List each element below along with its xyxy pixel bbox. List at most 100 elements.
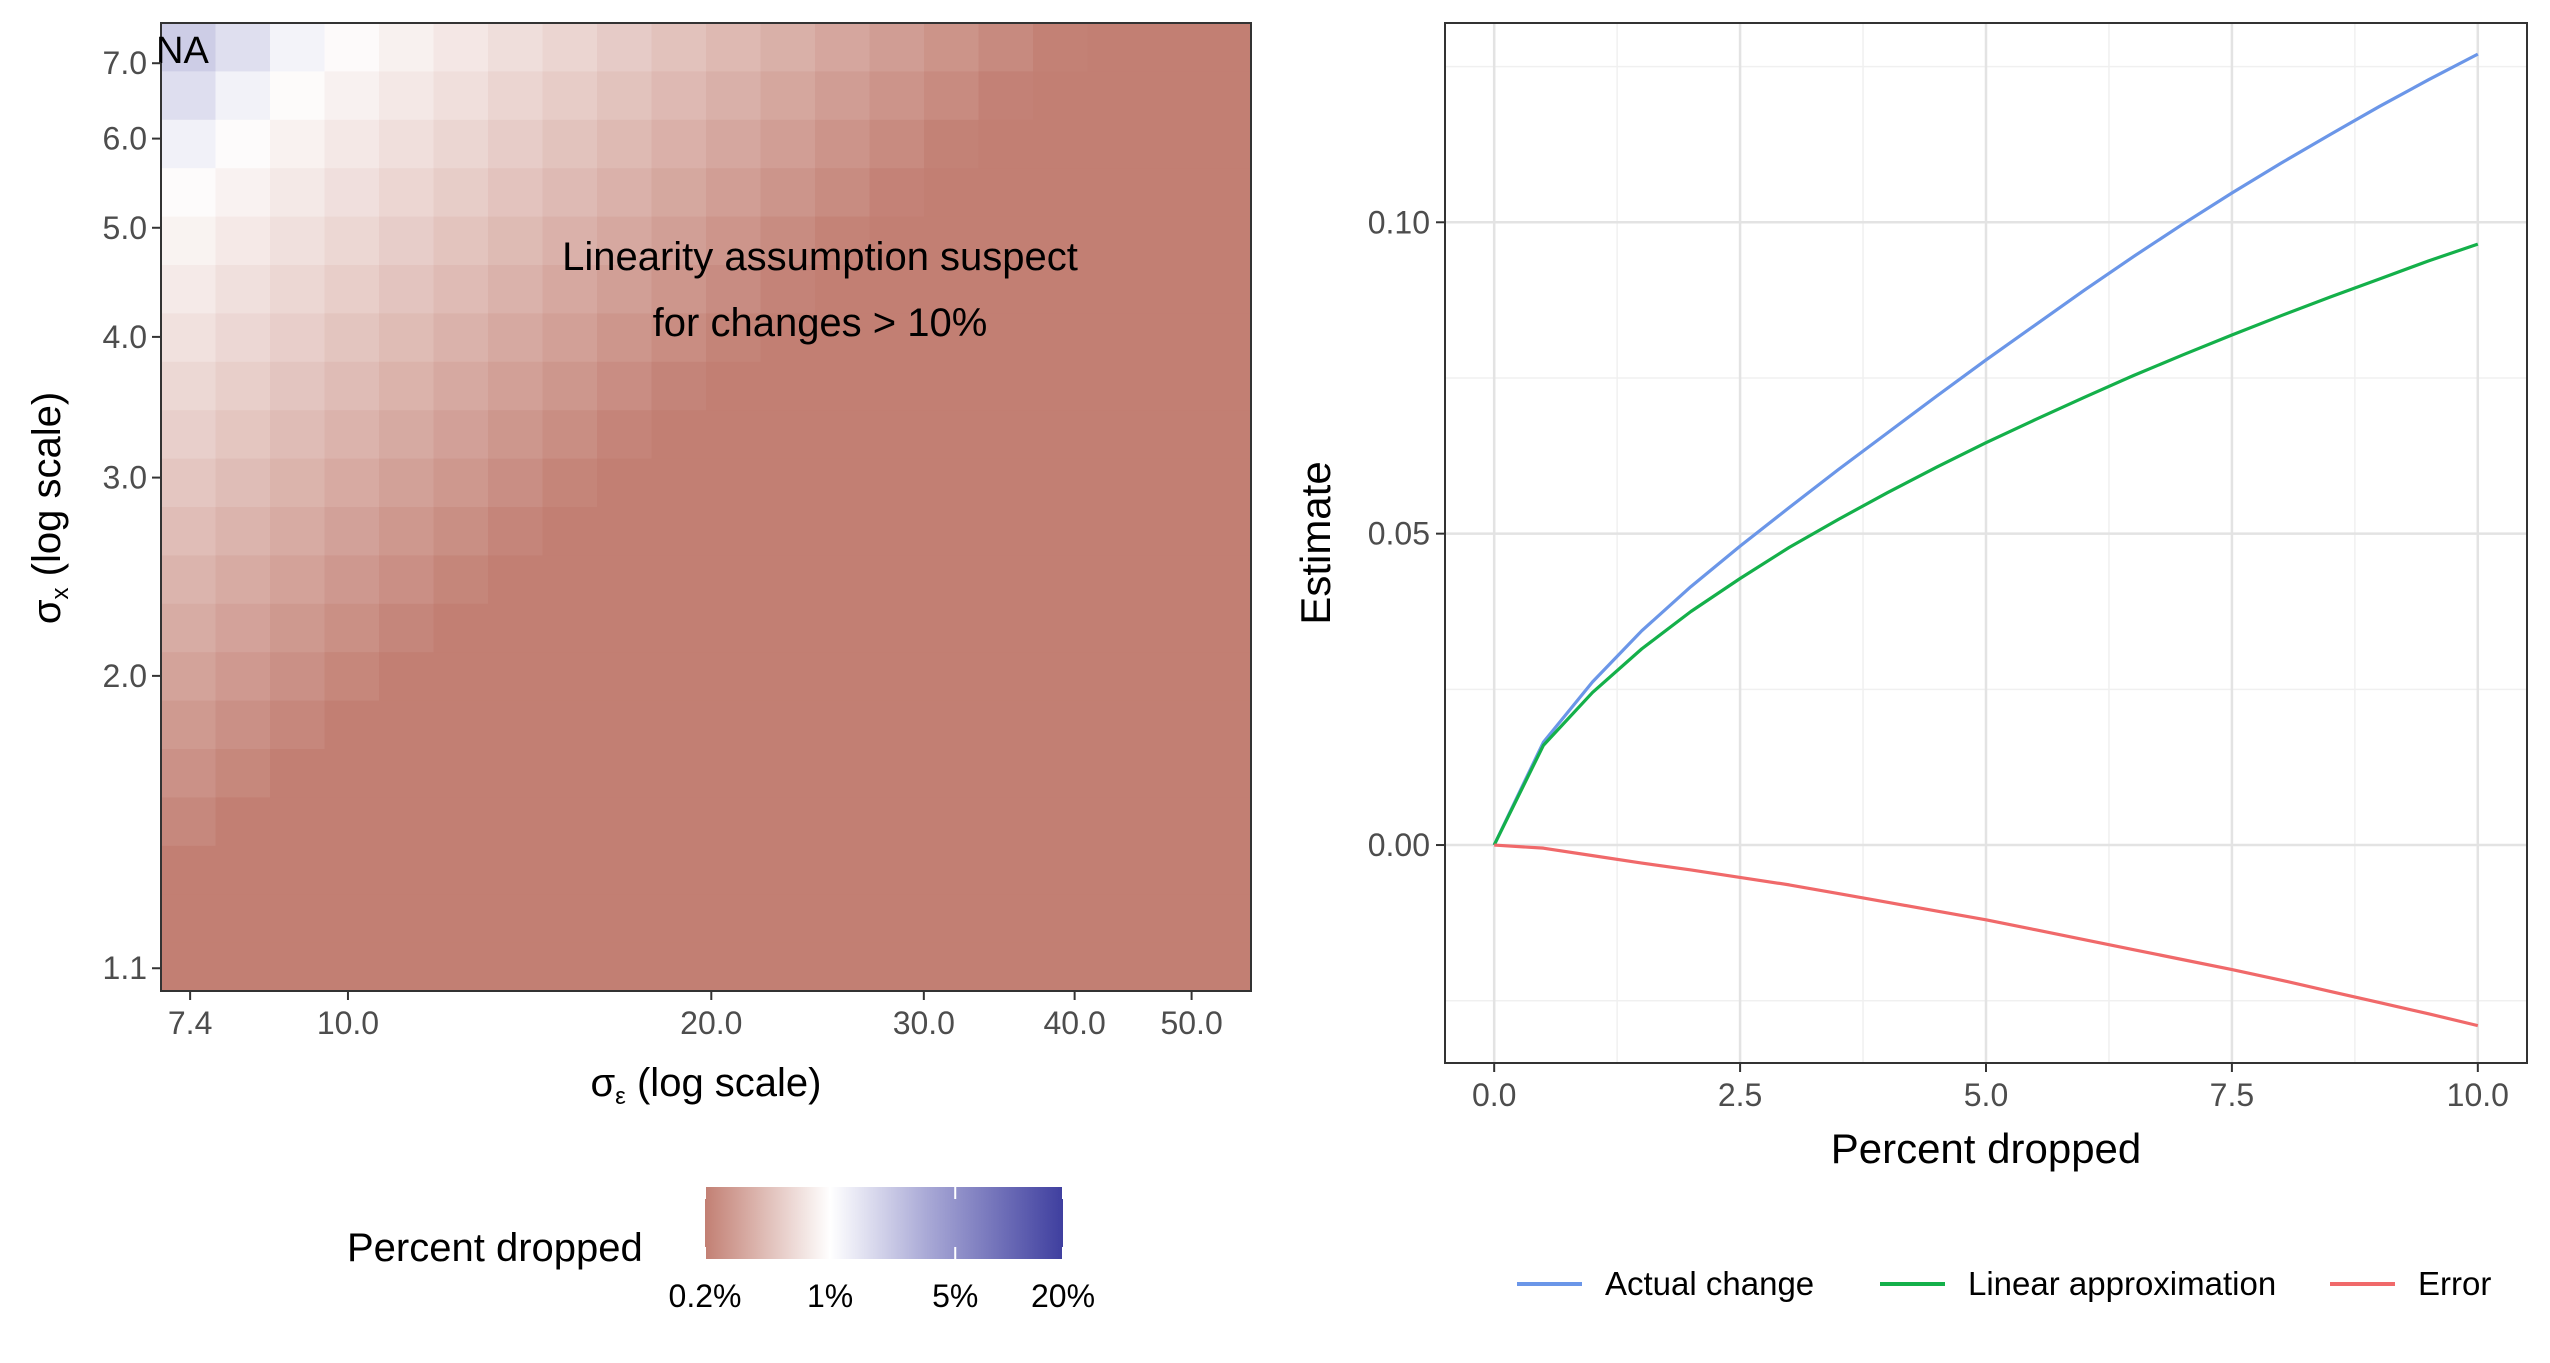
heatmap-cell <box>542 265 598 314</box>
heatmap-cell <box>1087 942 1143 992</box>
heatmap-cell <box>978 894 1034 944</box>
legend-label: Error <box>2418 1265 2491 1302</box>
heatmap-frame <box>160 22 1252 992</box>
heatmap-cell <box>433 168 489 218</box>
heatmap-cell <box>597 555 653 605</box>
heatmap-cell <box>1142 410 1198 460</box>
heatmap-cell <box>760 652 816 702</box>
heatmap-cell <box>379 168 435 218</box>
heatmap-cell <box>324 942 380 992</box>
heatmap-cell <box>1033 168 1089 218</box>
heatmap-cell <box>1196 410 1252 460</box>
heatmap-cell <box>379 749 435 798</box>
heatmap-cell <box>215 168 271 218</box>
heatmap-cell <box>706 168 762 218</box>
heatmap-cell <box>597 603 653 653</box>
heatmap-cell <box>1033 700 1089 750</box>
heatmap-cell <box>924 555 980 605</box>
heatmap-cell <box>433 797 489 847</box>
heatmap-cell <box>978 458 1034 508</box>
heatmap-cell <box>1087 797 1143 847</box>
heatmap-cell <box>215 507 271 556</box>
heatmap-cell <box>924 313 980 363</box>
line-y-tick-label: 0.05 <box>1368 516 1430 552</box>
line-x-tick-label: 2.5 <box>1718 1077 1762 1113</box>
heatmap-cell <box>815 652 871 702</box>
heatmap-cell <box>324 797 380 847</box>
heatmap-cell <box>815 845 871 895</box>
heatmap-cell <box>924 119 980 169</box>
heatmap-cell <box>1196 845 1252 895</box>
heatmap-cell <box>161 458 217 508</box>
heatmap-cell <box>270 410 326 460</box>
heatmap-cell <box>597 23 653 72</box>
heatmap-cell <box>760 845 816 895</box>
heatmap-cell <box>869 265 925 314</box>
heatmap-cell <box>379 894 435 944</box>
legend-tick-label: 0.2% <box>669 1278 742 1314</box>
heatmap-cell <box>760 942 816 992</box>
heatmap-cell <box>324 555 380 605</box>
heatmap-cell <box>433 845 489 895</box>
heatmap-cell <box>978 410 1034 460</box>
heatmap-cell <box>324 845 380 895</box>
heatmap-cell <box>324 119 380 169</box>
heatmap-cell <box>869 410 925 460</box>
heatmap-cell <box>215 942 271 992</box>
heatmap-cell <box>1142 845 1198 895</box>
heatmap-cell <box>488 119 544 169</box>
legend-colorbar <box>705 1187 1063 1259</box>
heatmap-cell <box>379 361 435 411</box>
heatmap-cell <box>597 216 653 266</box>
heatmap-cell <box>1196 265 1252 314</box>
heatmap-cell <box>706 555 762 605</box>
heatmap-cell <box>161 119 217 169</box>
heatmap-cell <box>488 603 544 653</box>
heatmap-y-tick-label: 2.0 <box>103 658 147 694</box>
heatmap-cell <box>379 603 435 653</box>
heatmap-cell <box>651 700 707 750</box>
heatmap-cell <box>1087 652 1143 702</box>
heatmap-cell <box>324 603 380 653</box>
heatmap-cell <box>379 797 435 847</box>
heatmap-cell <box>433 410 489 460</box>
heatmap-cell <box>760 216 816 266</box>
heatmap-cell <box>433 265 489 314</box>
heatmap-cell <box>597 168 653 218</box>
heatmap-cell <box>379 555 435 605</box>
heatmap-cell <box>1033 603 1089 653</box>
heatmap-cell <box>651 410 707 460</box>
heatmap-cell <box>379 845 435 895</box>
heatmap-cell <box>1033 313 1089 363</box>
heatmap-cell <box>542 119 598 169</box>
heatmap-cell <box>706 313 762 363</box>
heatmap-cell <box>869 845 925 895</box>
heatmap-cell <box>1087 507 1143 556</box>
heatmap-cell <box>924 652 980 702</box>
line-y-tick-label: 0.10 <box>1368 204 1430 240</box>
heatmap-cell <box>869 507 925 556</box>
heatmap-cell <box>760 797 816 847</box>
heatmap-cell <box>869 361 925 411</box>
line-y-tick-label: 0.00 <box>1368 827 1430 863</box>
heatmap-cell <box>815 458 871 508</box>
heatmap-cell <box>433 458 489 508</box>
heatmap-cell <box>1142 507 1198 556</box>
heatmap-cell <box>161 23 217 72</box>
heatmap-cell <box>1142 168 1198 218</box>
heatmap-cell <box>815 603 871 653</box>
legend-ticks: 0.2% 1% 5% 20% <box>669 1187 1095 1314</box>
heatmap-cell <box>270 71 326 121</box>
heatmap-cell <box>161 845 217 895</box>
heatmap-cell <box>379 652 435 702</box>
legend-title: Percent dropped <box>347 1226 643 1270</box>
heatmap-cell <box>270 361 326 411</box>
heatmap-cell <box>1196 313 1252 363</box>
heatmap-cell <box>651 23 707 72</box>
heatmap-cell <box>542 361 598 411</box>
heatmap-cell <box>488 942 544 992</box>
heatmap-cell <box>215 652 271 702</box>
heatmap-cell <box>978 71 1034 121</box>
line-x-tick-label: 5.0 <box>1964 1077 2008 1113</box>
heatmap-cell <box>815 700 871 750</box>
